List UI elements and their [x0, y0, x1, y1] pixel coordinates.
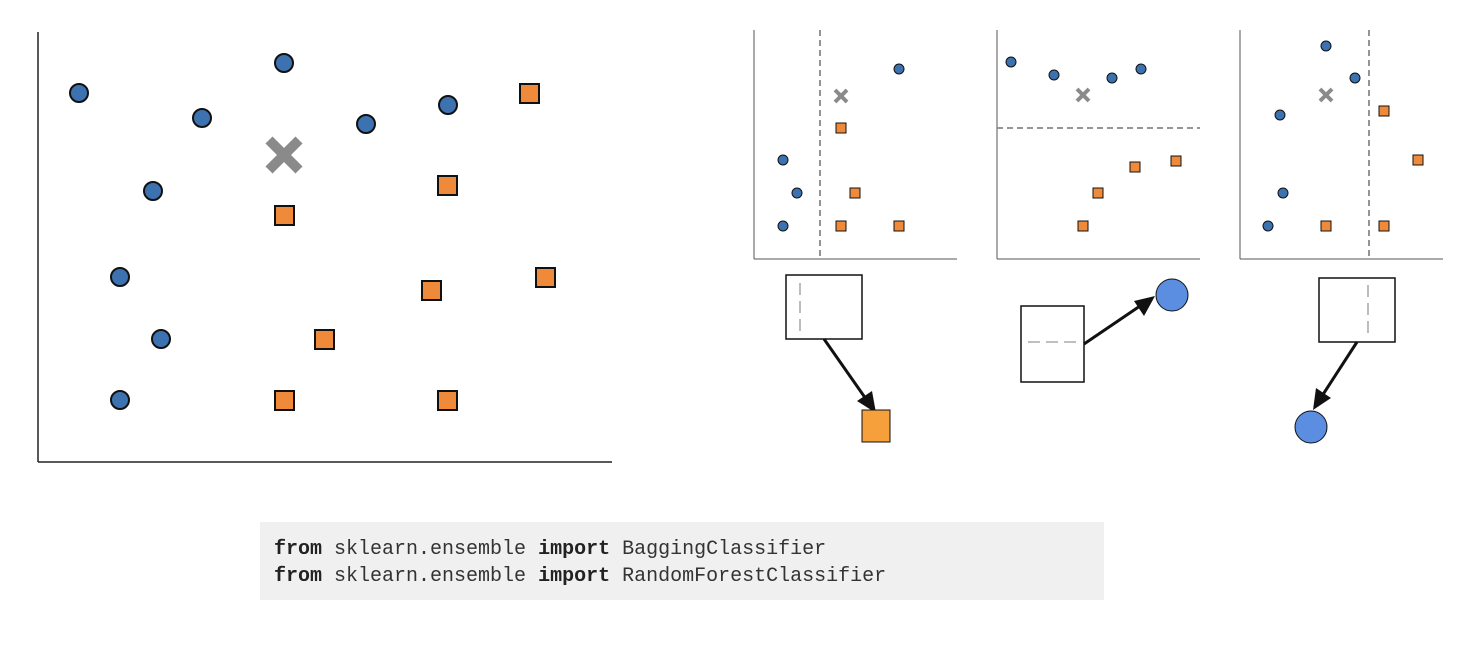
tree-arrow: [822, 338, 868, 400]
code-keyword: from: [274, 565, 323, 588]
class-a-point: [110, 267, 130, 287]
code-keyword: import: [538, 565, 611, 588]
class-a-point: [777, 220, 789, 232]
arrowhead-icon: [857, 391, 876, 413]
class-b-point: [1129, 161, 1141, 173]
class-b-point: [893, 220, 905, 232]
class-a-point: [151, 329, 171, 349]
class-a-point: [356, 114, 376, 134]
query-point-x-icon: [1075, 87, 1091, 103]
query-point-x-icon: [833, 88, 849, 104]
class-b-point: [274, 205, 295, 226]
mini-plot-2: [996, 30, 1200, 260]
leaf-circle-icon: [1294, 410, 1328, 444]
class-a-point: [1320, 40, 1332, 52]
leaf-square-icon: [861, 409, 891, 443]
code-module: sklearn.ensemble: [334, 538, 527, 561]
tree-arrow: [1083, 304, 1141, 346]
class-b-point: [1170, 155, 1182, 167]
class-b-point: [1378, 105, 1390, 117]
code-keyword: import: [538, 538, 611, 561]
ensemble-diagram: [37, 30, 1443, 463]
class-a-point: [791, 187, 803, 199]
class-b-point: [437, 175, 458, 196]
code-line: from sklearn.ensemble import RandomFores…: [274, 563, 1104, 590]
class-b-point: [519, 83, 540, 104]
class-b-point: [849, 187, 861, 199]
class-a-point: [110, 390, 130, 410]
mini-plot-3: [1239, 30, 1443, 260]
class-b-point: [535, 267, 556, 288]
class-b-point: [1320, 220, 1332, 232]
class-a-point: [1277, 187, 1289, 199]
class-a-point: [192, 108, 212, 128]
decision-tree-2: [1020, 278, 1189, 383]
arrowhead-icon: [1134, 296, 1155, 316]
arrowhead-icon: [1313, 388, 1331, 410]
query-point-x-icon: [265, 136, 303, 174]
main-class-b-points: [274, 83, 556, 411]
class-b-point: [314, 329, 335, 350]
class-a-point: [1005, 56, 1017, 68]
class-b-point: [274, 390, 295, 411]
tree-node-box: [785, 274, 863, 340]
class-b-point: [1092, 187, 1104, 199]
code-block: from sklearn.ensemble import BaggingClas…: [260, 522, 1104, 600]
code-line: from sklearn.ensemble import BaggingClas…: [274, 536, 1104, 563]
main-class-a-points: [69, 53, 458, 410]
class-a-point: [1048, 69, 1060, 81]
class-a-point: [438, 95, 458, 115]
class-b-point: [1412, 154, 1424, 166]
class-b-point: [835, 122, 847, 134]
class-b-point: [437, 390, 458, 411]
class-a-point: [1274, 109, 1286, 121]
class-b-point: [1378, 220, 1390, 232]
query-point-x-icon: [1318, 87, 1334, 103]
code-module: sklearn.ensemble: [334, 565, 527, 588]
class-a-point: [1106, 72, 1118, 84]
class-b-point: [1077, 220, 1089, 232]
class-a-point: [893, 63, 905, 75]
class-a-point: [1262, 220, 1274, 232]
tree-node-box: [1318, 277, 1396, 343]
class-b-point: [421, 280, 442, 301]
class-a-point: [1349, 72, 1361, 84]
tree-arrow: [1320, 341, 1359, 397]
decision-tree-3: [1294, 277, 1396, 444]
class-a-point: [777, 154, 789, 166]
class-a-point: [274, 53, 294, 73]
class-a-point: [69, 83, 89, 103]
decision-tree-1: [785, 274, 891, 443]
class-a-point: [143, 181, 163, 201]
code-class-name: RandomForestClassifier: [622, 565, 887, 588]
class-a-point: [1135, 63, 1147, 75]
class-b-point: [835, 220, 847, 232]
mini-plot-1: [753, 30, 957, 260]
tree-node-box: [1020, 305, 1085, 383]
code-class-name: BaggingClassifier: [622, 538, 827, 561]
main-scatter-plot: [37, 32, 612, 463]
leaf-circle-icon: [1155, 278, 1189, 312]
code-keyword: from: [274, 538, 323, 561]
